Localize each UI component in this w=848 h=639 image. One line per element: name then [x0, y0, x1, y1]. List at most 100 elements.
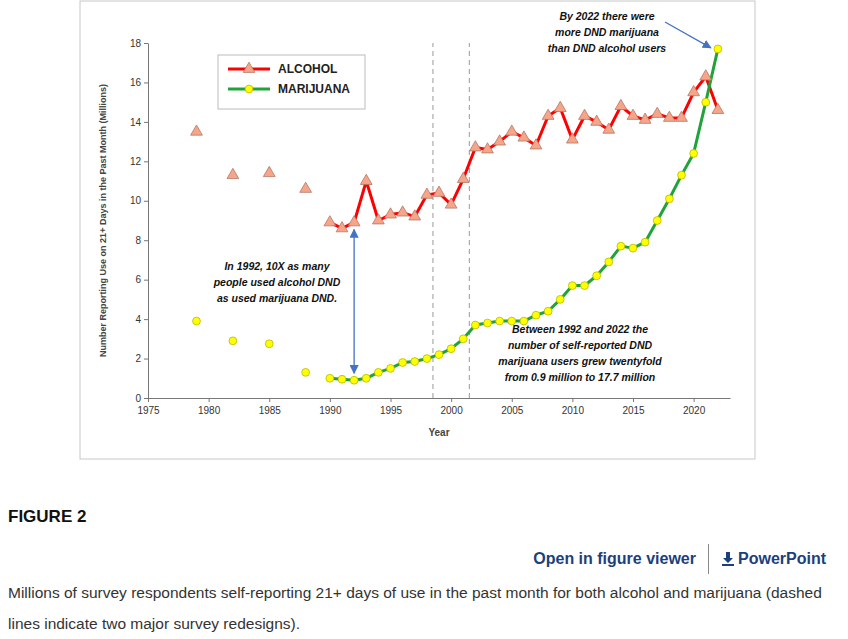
x-axis-title: Year: [428, 427, 449, 438]
data-point: [542, 109, 554, 119]
tick: 1995: [380, 398, 403, 416]
data-point: [227, 168, 239, 178]
tick: 1990: [319, 398, 342, 416]
data-point: [421, 188, 433, 198]
data-point: [556, 295, 564, 303]
page-container: FIGURE 2Open in figure viewerPowerPointM…: [0, 465, 848, 639]
legend-label: MARIJUANA: [278, 82, 350, 96]
data-point: [338, 375, 346, 383]
tick-label: 1980: [198, 405, 221, 416]
link[interactable]: PowerPoint: [738, 550, 826, 568]
figure-label: FIGURE 2: [8, 507, 86, 527]
tick-mark: [144, 43, 148, 44]
tick-label: 1975: [137, 405, 160, 416]
annotation: By 2022 there weremore DND marijuanathan…: [548, 10, 667, 54]
tick-mark: [144, 398, 148, 399]
chart-svg: 1975198019851990199520002005201020152020…: [0, 0, 848, 465]
data-point: [712, 103, 724, 113]
tick-label: 8: [135, 235, 141, 246]
data-point: [496, 317, 504, 325]
data-point: [702, 98, 710, 106]
data-point: [193, 317, 201, 325]
tick-label: 14: [130, 117, 142, 128]
tick: 2000: [441, 398, 464, 416]
tick-label: 1990: [319, 405, 342, 416]
data-point: [374, 368, 382, 376]
data-point: [433, 186, 445, 196]
data-point: [326, 374, 334, 382]
data-point: [653, 217, 661, 225]
tick-mark: [633, 398, 634, 402]
figure-links: Open in figure viewer PowerPoint: [533, 544, 826, 574]
survey-redesign-line: [432, 43, 433, 398]
annotation-line: marijuana users grew twentyfold: [498, 355, 662, 367]
series-line: [330, 77, 718, 229]
data-point: [387, 365, 395, 373]
tick-mark: [209, 398, 210, 402]
tick: 2015: [622, 398, 645, 416]
data-point: [554, 101, 566, 111]
icon-bar: [722, 564, 734, 566]
tick-mark: [144, 82, 148, 83]
tick-label: 2000: [441, 405, 464, 416]
series-line: [330, 49, 718, 380]
tick-label: 0: [135, 393, 141, 404]
tick-label: 4: [135, 314, 141, 325]
annotation: In 1992, 10X as manypeople used alcohol …: [213, 260, 341, 304]
tick: 16: [130, 77, 148, 88]
data-point: [678, 171, 686, 179]
data-point: [360, 174, 372, 184]
data-point: [627, 109, 639, 119]
data-point: [482, 143, 494, 153]
data-point: [263, 166, 275, 176]
data-point: [615, 99, 627, 109]
data-point: [714, 45, 722, 53]
axis-line: [148, 44, 149, 399]
data-point: [690, 150, 698, 158]
tick-mark: [144, 122, 148, 123]
tick-mark: [144, 319, 148, 320]
data-point: [579, 109, 591, 119]
data-point: [641, 238, 649, 246]
tick: 1980: [198, 398, 221, 416]
annotation-line: from 0.9 million to 17.7 million: [505, 371, 656, 383]
tick-label: 2010: [562, 405, 585, 416]
tick: 18: [130, 38, 148, 49]
data-point: [663, 111, 675, 121]
data-point: [409, 210, 421, 220]
data-point: [688, 86, 700, 96]
tick: 4: [135, 314, 148, 325]
annotation-line: In 1992, 10X as many: [224, 260, 330, 272]
chart-container: 1975198019851990199520002005201020152020…: [0, 0, 848, 465]
data-point: [411, 358, 419, 366]
data-point: [457, 172, 469, 182]
tick-label: 2005: [501, 405, 524, 416]
tick-mark: [694, 398, 695, 402]
tick: 2: [135, 353, 148, 364]
data-point: [397, 206, 409, 216]
legend-box: [218, 55, 365, 109]
series-markers: [326, 45, 722, 384]
tick: 1985: [259, 398, 282, 416]
link[interactable]: Open in figure viewer: [533, 550, 696, 568]
tick: 2010: [562, 398, 585, 416]
tick-mark: [144, 161, 148, 162]
data-point: [484, 319, 492, 327]
y-axis-title: Number Reporting Use on 21+ Days in the …: [98, 84, 108, 357]
data-point: [445, 198, 457, 208]
axis-line: [149, 398, 731, 399]
data-point: [700, 70, 712, 80]
tick-label: 16: [130, 77, 142, 88]
data-point: [603, 123, 615, 133]
data-point: [191, 125, 203, 135]
survey-redesign-line: [469, 43, 470, 398]
annotation-line: more DND marijuana: [555, 26, 659, 38]
data-point: [494, 135, 506, 145]
data-point: [265, 340, 273, 348]
plot-area: [191, 43, 724, 398]
tick-label: 12: [130, 156, 142, 167]
data-point: [591, 115, 603, 125]
annotation-line: number of self-reported DND: [508, 339, 653, 351]
data-point: [676, 111, 688, 121]
tick-label: 1985: [259, 405, 282, 416]
